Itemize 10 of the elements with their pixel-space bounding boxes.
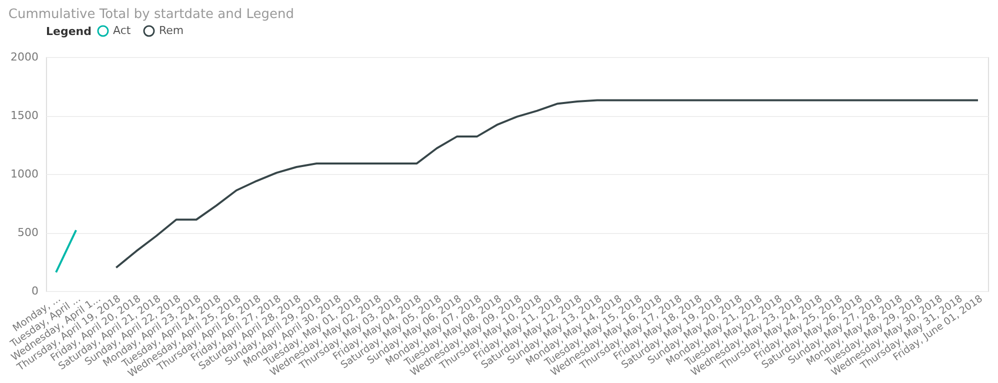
legend-title: Legend xyxy=(46,25,92,38)
y-tick-label: 500 xyxy=(18,226,38,239)
y-tick-label: 1000 xyxy=(10,168,38,180)
y-tick-label: 1500 xyxy=(10,109,38,122)
legend-label: Rem xyxy=(159,24,184,37)
legend-label: Act xyxy=(113,24,132,37)
line-series xyxy=(115,99,979,269)
chart-title: Cummulative Total by startdate and Legend xyxy=(8,7,294,22)
y-tick-label: 0 xyxy=(32,284,38,298)
y-tick-label: 2000 xyxy=(10,50,38,64)
